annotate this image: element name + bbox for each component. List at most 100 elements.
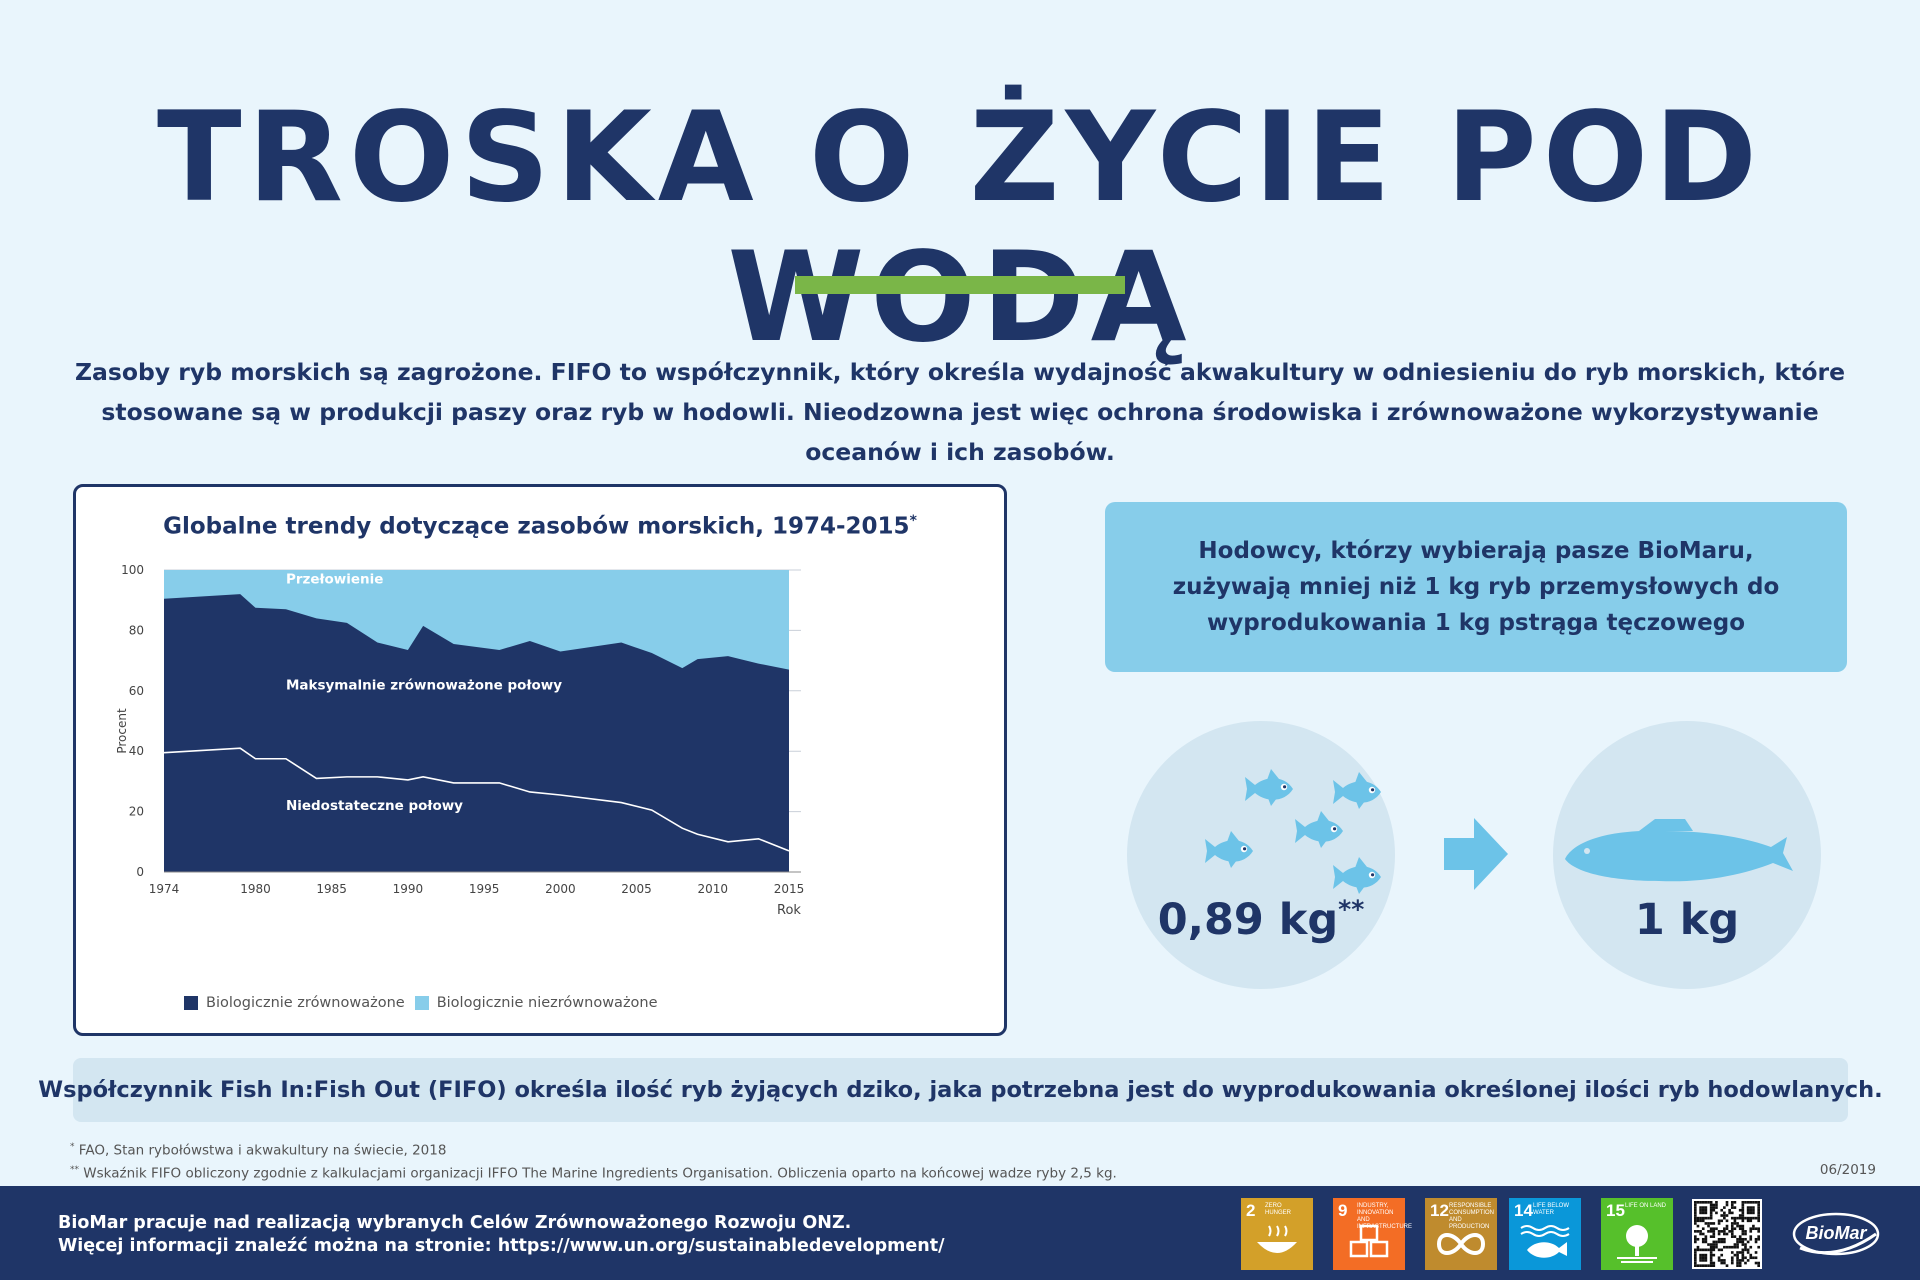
footnotes: * FAO, Stan rybołówstwa i akwakultury na… [70, 1138, 1117, 1183]
qr-module [1694, 1201, 1697, 1204]
qr-module [1728, 1230, 1731, 1233]
sdg-14-label: LIFE BELOW WATER [1533, 1203, 1570, 1216]
qr-module [1699, 1216, 1702, 1220]
qr-module [1749, 1206, 1753, 1209]
qr-module [1725, 1219, 1729, 1223]
qr-module [1723, 1216, 1726, 1220]
qr-module [1715, 1203, 1718, 1207]
qr-module [1701, 1206, 1705, 1209]
qr-module [1757, 1237, 1760, 1241]
legend-item-unsustainable: Biologicznie niezrównoważone [414, 995, 658, 1011]
qr-module [1733, 1235, 1737, 1238]
fish-in-circle: 0,89 kg** [1127, 721, 1395, 989]
qr-module [1736, 1222, 1739, 1225]
legend-item-sustainable: Biologicznie zrównoważone [184, 995, 405, 1011]
y-tick-label-40: 40 [129, 744, 144, 758]
qr-module [1715, 1201, 1718, 1204]
qr-module [1749, 1235, 1753, 1238]
qr-module [1699, 1201, 1702, 1204]
qr-module [1696, 1201, 1700, 1204]
qr-module [1746, 1259, 1750, 1262]
qr-module [1736, 1253, 1739, 1257]
qr-module [1730, 1251, 1734, 1254]
qr-module [1701, 1259, 1705, 1262]
qr-module [1741, 1232, 1745, 1236]
qr-module [1730, 1203, 1734, 1207]
qr-module [1746, 1201, 1750, 1204]
qr-module [1717, 1248, 1721, 1252]
qr-module [1730, 1227, 1734, 1231]
qr-module [1730, 1224, 1734, 1228]
qr-module [1723, 1237, 1726, 1241]
qr-module [1720, 1240, 1724, 1244]
qr-module [1738, 1240, 1742, 1244]
qr-module [1707, 1264, 1710, 1267]
legend-swatch-unsustainable [414, 996, 429, 1010]
qr-module [1746, 1240, 1750, 1244]
qr-module [1717, 1237, 1721, 1241]
footer-line-1: BioMar pracuje nad realizacją wybranych … [58, 1213, 852, 1233]
chart-card: Globalne trendy dotyczące zasobów morski… [73, 484, 1007, 1036]
qr-module [1709, 1203, 1713, 1207]
x-tick-label-2010: 2010 [698, 882, 729, 896]
fish-in-amount: 0,89 kg** [1127, 895, 1395, 945]
qr-module [1699, 1219, 1702, 1223]
qr-module [1752, 1206, 1755, 1209]
qr-module [1725, 1201, 1729, 1204]
cubes-icon [1349, 1224, 1389, 1258]
sdg-tile-2[interactable]: 2 ZERO HUNGER [1241, 1198, 1313, 1270]
qr-module [1712, 1261, 1716, 1265]
qr-module [1694, 1219, 1697, 1223]
qr-module [1701, 1240, 1705, 1244]
x-tick-label-2005: 2005 [621, 882, 652, 896]
qr-module [1712, 1245, 1716, 1249]
qr-module [1694, 1251, 1697, 1254]
qr-module [1754, 1256, 1758, 1260]
bowl-icon [1257, 1225, 1297, 1253]
footnote-2: ** Wskaźnik FIFO obliczony zgodnie z kal… [70, 1161, 1117, 1184]
qr-module [1752, 1227, 1755, 1231]
y-tick-label-0: 0 [136, 865, 144, 879]
sdg-tile-14[interactable]: 14 LIFE BELOW WATER [1509, 1198, 1581, 1270]
qr-module [1738, 1251, 1742, 1254]
qr-module [1720, 1214, 1724, 1217]
qr-module [1709, 1248, 1713, 1252]
sdg-tile-15[interactable]: 15 LIFE ON LAND [1601, 1198, 1673, 1270]
qr-module [1741, 1201, 1745, 1204]
qr-module [1744, 1261, 1747, 1265]
qr-module [1701, 1237, 1705, 1241]
qr-module [1699, 1208, 1702, 1212]
qr-module [1738, 1208, 1742, 1212]
qr-module [1757, 1201, 1760, 1204]
qr-module [1741, 1240, 1745, 1244]
footnote-2-mark: ** [70, 1164, 79, 1175]
sdg-tile-9[interactable]: 9 INDUSTRY, INNOVATION AND INFRASTRUCTUR… [1333, 1198, 1412, 1270]
qr-module [1717, 1232, 1721, 1236]
qr-module [1712, 1208, 1716, 1212]
chart-title-text: Globalne trendy dotyczące zasobów morski… [163, 513, 910, 540]
qr-module [1757, 1245, 1760, 1249]
qr-module [1746, 1211, 1750, 1215]
qr-module [1736, 1243, 1739, 1246]
qr-module [1704, 1216, 1708, 1220]
qr-module [1749, 1253, 1753, 1257]
qr-module [1717, 1259, 1721, 1262]
qr-module [1715, 1245, 1718, 1249]
qr-module [1694, 1240, 1697, 1244]
qr-module [1741, 1224, 1745, 1228]
qr-module [1752, 1224, 1755, 1228]
qr-module [1738, 1264, 1742, 1267]
qr-module [1744, 1216, 1747, 1220]
qr-module [1696, 1237, 1700, 1241]
qr-module [1696, 1245, 1700, 1249]
qr-module [1749, 1227, 1753, 1231]
qr-module [1720, 1219, 1724, 1223]
arrow-right-icon [1444, 818, 1508, 890]
qr-module [1701, 1264, 1705, 1267]
qr-code[interactable] [1692, 1199, 1762, 1269]
qr-module [1709, 1261, 1713, 1265]
qr-module [1757, 1264, 1760, 1267]
sdg-tile-12[interactable]: 12 RESPONSIBLE CONSUMPTION AND PRODUCTIO… [1425, 1198, 1497, 1270]
qr-module [1709, 1211, 1713, 1215]
qr-module [1712, 1230, 1716, 1233]
